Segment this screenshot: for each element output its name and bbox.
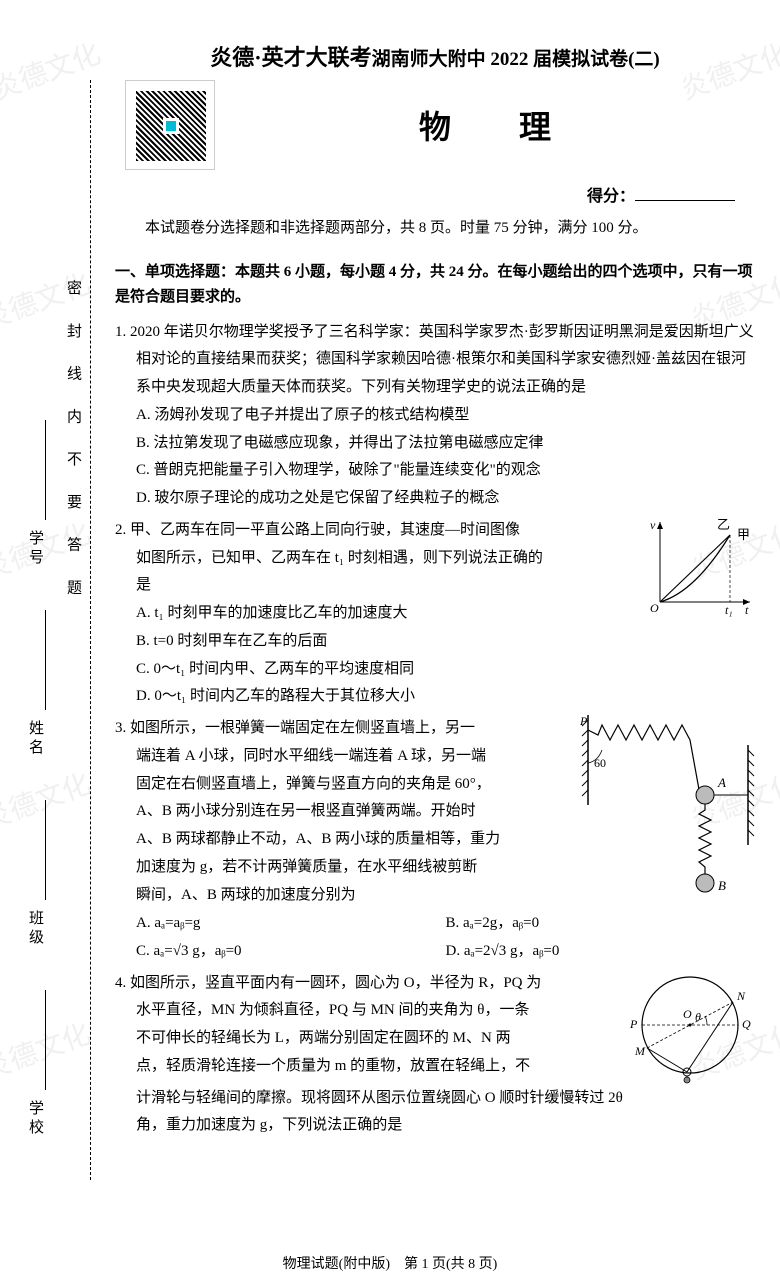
field-name: 姓 名 xyxy=(25,720,46,754)
q3-stem-l5: A、B 两球都静止不动，A、B 两小球的质量相等，重力 xyxy=(115,826,580,854)
question-3: 3. 如图所示，一根弹簧一端固定在左侧竖直墙上，另一 端连着 A 小球，同时水平… xyxy=(115,715,755,966)
q4-figure: P Q M N O θ xyxy=(625,970,755,1085)
field-school: 学 校 xyxy=(25,1100,46,1134)
q2-stem-l1: 2. 甲、乙两车在同一平直公路上同向行驶，其速度—时间图像 xyxy=(115,517,645,545)
score-blank xyxy=(635,200,735,201)
q4-stem-l6: 角，重力加速度为 g，下列说法正确的是 xyxy=(115,1112,755,1140)
question-1: 1. 2020 年诺贝尔物理学奖授予了三名科学家：英国科学家罗杰·彭罗斯因证明黑… xyxy=(115,319,755,513)
q4-stem-l1: 4. 如图所示，竖直平面内有一圆环，圆心为 O，半径为 R，PQ 为 xyxy=(115,970,625,998)
theta-label: θ xyxy=(695,1010,701,1024)
q3-stem-l1: 3. 如图所示，一根弹簧一端固定在左侧竖直墙上，另一 xyxy=(115,715,580,743)
field-underline xyxy=(45,610,46,710)
q1-stem: 1. 2020 年诺贝尔物理学奖授予了三名科学家：英国科学家罗杰·彭罗斯因证明黑… xyxy=(115,319,755,402)
ball-b-label: B xyxy=(718,878,726,893)
q2-option-c: C. 0～t₁ 时间内甲、乙两车的平均速度相同 xyxy=(115,656,755,684)
question-4: 4. 如图所示，竖直平面内有一圆环，圆心为 O，半径为 R，PQ 为 水平直径，… xyxy=(115,970,755,1141)
jia-label: 甲 xyxy=(737,527,750,542)
o-label: O xyxy=(683,1007,692,1021)
field-underline xyxy=(45,420,46,520)
score-label: 得分： xyxy=(587,188,635,205)
page-footer: 物理试题(附中版) 第 1 页(共 8 页) xyxy=(0,1253,780,1273)
field-underline xyxy=(45,800,46,900)
intro-text: 本试题卷分选择题和非选择题两部分，共 8 页。时量 75 分钟，满分 100 分… xyxy=(115,216,755,242)
p-label: P xyxy=(629,1017,638,1031)
school-text: 湖南师大附中 2022 届模拟试卷(二) xyxy=(372,49,660,70)
q2-stem-l2: 如图所示，已知甲、乙两车在 t₁ 时刻相遇，则下列说法正确的 xyxy=(115,545,645,573)
brand-text: 炎德·英才大联考 xyxy=(210,45,371,70)
q2-option-a: A. t₁ 时刻甲车的加速度比乙车的加速度大 xyxy=(115,600,645,628)
q2-stem-l3: 是 xyxy=(115,572,645,600)
q3-stem-l4: A、B 两小球分别连在另一根竖直弹簧两端。开始时 xyxy=(115,798,580,826)
q3-option-c: C. aₐ=√3 g，aᵦ=0 xyxy=(136,938,446,966)
t1-label: t₁ xyxy=(725,603,733,617)
qr-code xyxy=(125,80,215,170)
q1-option-d: D. 玻尔原子理论的成功之处是它保留了经典粒子的概念 xyxy=(115,485,755,513)
q3-option-b: B. aₐ=2g，aᵦ=0 xyxy=(446,910,756,938)
field-id: 学 号 xyxy=(25,530,46,564)
subject-title: 物 理 xyxy=(215,102,755,148)
q2-option-b: B. t=0 时刻甲车在乙车的后面 xyxy=(115,628,755,656)
score-line: 得分： xyxy=(115,182,755,206)
q1-option-a: A. 汤姆孙发现了电子并提出了原子的核式结构模型 xyxy=(115,402,755,430)
q3-option-d: D. aₐ=2√3 g，aᵦ=0 xyxy=(446,938,756,966)
field-class: 班 级 xyxy=(25,910,46,944)
exam-title: 炎德·英才大联考湖南师大附中 2022 届模拟试卷(二) xyxy=(115,40,755,72)
q-label: Q xyxy=(742,1017,751,1031)
q3-option-a: A. aₐ=aᵦ=g xyxy=(136,910,446,938)
q4-stem-l3: 不可伸长的轻绳长为 L，两端分别固定在圆环的 M、N 两 xyxy=(115,1025,625,1053)
q3-stem-l6: 加速度为 g，若不计两弹簧质量，在水平细线被剪断 xyxy=(115,854,580,882)
q3-stem-l2: 端连着 A 小球，同时水平细线一端连着 A 球，另一端 xyxy=(115,743,580,771)
angle-label: 60 xyxy=(594,756,606,770)
seal-text: 密 封 线 内 不 要 答 题 xyxy=(63,280,84,606)
q4-stem-l2: 水平直径，MN 为倾斜直径，PQ 与 MN 间的夹角为 θ，一条 xyxy=(115,997,625,1025)
main-content: 炎德·英才大联考湖南师大附中 2022 届模拟试卷(二) 物 理 得分： 本试题… xyxy=(115,40,755,1144)
ball-a-label: A xyxy=(717,775,726,790)
origin-label: O xyxy=(650,601,659,615)
q1-option-b: B. 法拉第发现了电磁感应现象，并得出了法拉第电磁感应定律 xyxy=(115,430,755,458)
axis-t-label: t xyxy=(745,603,749,617)
yi-label: 乙 xyxy=(717,517,730,532)
q2-option-d: D. 0～t₁ 时间内乙车的路程大于其位移大小 xyxy=(115,683,755,711)
question-2: 2. 甲、乙两车在同一平直公路上同向行驶，其速度—时间图像 如图所示，已知甲、乙… xyxy=(115,517,755,711)
n-label: N xyxy=(736,989,746,1003)
q4-stem-l4: 点，轻质滑轮连接一个质量为 m 的重物，放置在轻绳上，不 xyxy=(115,1053,625,1081)
m-label: M xyxy=(634,1044,646,1058)
q3-stem-l3: 固定在右侧竖直墙上，弹簧与竖直方向的夹角是 60°， xyxy=(115,771,580,799)
p-label: P xyxy=(580,715,588,728)
fold-line xyxy=(90,80,91,1180)
header-row: 物 理 xyxy=(115,80,755,170)
binding-sidebar: 密 封 线 内 不 要 答 题 学 校 班 级 姓 名 学 号 xyxy=(15,80,105,1180)
q4-stem-l5: 计滑轮与轻绳间的摩擦。现将圆环从图示位置绕圆心 O 顺时针缓慢转过 2θ xyxy=(115,1085,755,1113)
q3-stem-l7: 瞬间，A、B 两球的加速度分别为 xyxy=(115,882,580,910)
axis-v-label: v xyxy=(650,518,656,532)
qr-center-icon xyxy=(163,118,179,134)
field-underline xyxy=(45,990,46,1090)
q1-option-c: C. 普朗克把能量子引入物理学，破除了"能量连续变化"的观念 xyxy=(115,457,755,485)
q3-figure: A B 60 P xyxy=(580,715,755,910)
q2-figure: v t O t₁ 甲 乙 xyxy=(645,517,755,628)
section-1-header: 一、单项选择题：本题共 6 小题，每小题 4 分，共 24 分。在每小题给出的四… xyxy=(115,260,755,311)
